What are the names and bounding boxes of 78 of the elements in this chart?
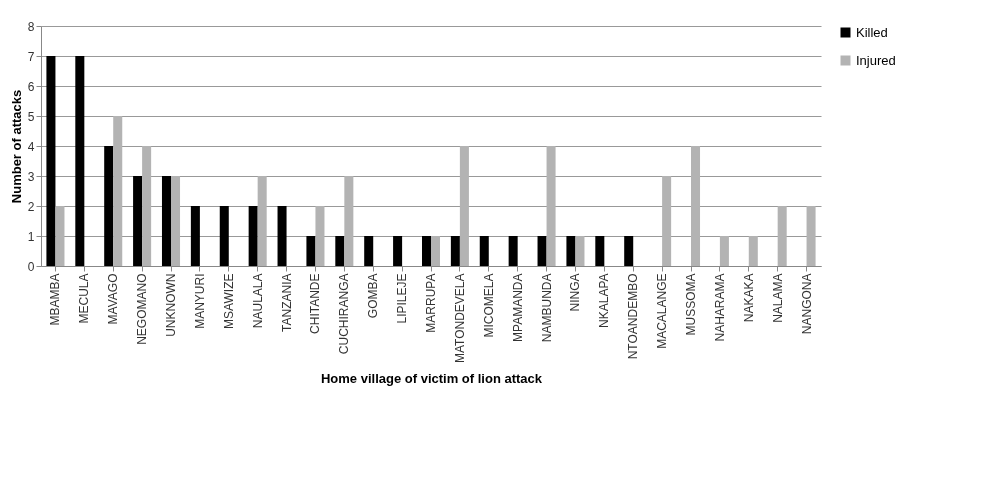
y-tick-label: 3	[27, 169, 35, 184]
bar	[450, 236, 460, 266]
legend-label: Killed	[856, 24, 888, 40]
bar	[575, 236, 585, 266]
y-tick-label: 8	[27, 19, 35, 34]
x-tick-label: UNKNOWN	[164, 273, 178, 337]
bar	[133, 176, 143, 266]
x-tick-label: GOMBA	[366, 273, 381, 319]
y-tick-label: 6	[27, 79, 35, 94]
bar	[691, 146, 701, 266]
x-tick-label: CHITANDE	[308, 273, 323, 334]
x-tick-label: LIPILEJE	[395, 273, 410, 324]
bar	[142, 146, 152, 266]
x-tick-label: NKALAPA	[597, 273, 612, 328]
bar	[219, 206, 229, 266]
y-tick-label: 7	[27, 49, 35, 64]
x-tick-label: NINGA	[568, 273, 583, 312]
x-tick-label: NAKAKA	[741, 273, 756, 323]
bar	[421, 236, 431, 266]
x-tick-label: NTOANDEMBO	[626, 273, 641, 360]
x-tick-label: NAHARAMA	[712, 273, 727, 342]
bar	[277, 206, 287, 266]
x-tick-label: NEGOMANO	[135, 273, 150, 345]
bar	[113, 116, 123, 266]
x-tick-label: MACALANGE	[655, 273, 670, 349]
y-tick-label: 1	[27, 229, 35, 244]
bar	[719, 236, 729, 266]
x-tick-label: MPAMANDA	[510, 273, 525, 342]
x-tick-label: NAMBUNDA	[539, 273, 554, 343]
bar	[306, 236, 316, 266]
y-tick-label: 2	[27, 199, 35, 214]
bar	[46, 56, 56, 266]
bar	[508, 236, 518, 266]
bar	[566, 236, 576, 266]
x-tick-label: NANGONA	[799, 273, 814, 335]
bar	[806, 206, 816, 266]
x-tick-label: MAVAGO	[106, 273, 121, 325]
bar	[364, 236, 374, 266]
bar	[546, 146, 556, 266]
x-tick-label: MANYURI	[192, 273, 207, 329]
bar	[248, 206, 258, 266]
x-tick-label: CUCHIRANGA	[337, 273, 352, 355]
x-tick-label: MICOMELA	[481, 273, 496, 338]
y-axis-title: Number of attacks	[8, 89, 24, 204]
x-tick-label: NALAMA	[770, 273, 785, 323]
bar	[315, 206, 325, 266]
bar	[748, 236, 758, 266]
bar	[624, 236, 634, 266]
y-tick-label: 0	[27, 259, 35, 274]
x-tick-label: MUSSOMA	[684, 273, 698, 336]
x-tick-label: MATONDEVELA	[452, 273, 467, 364]
x-tick-label: NAULALA	[250, 273, 265, 329]
bar	[55, 206, 65, 266]
x-tick-label: MARRUPA	[424, 273, 438, 333]
x-tick-label: TANZANIA	[279, 273, 294, 332]
x-tick-label: MBAMBA	[48, 273, 63, 326]
legend-label: Injured	[856, 52, 896, 68]
y-tick-label: 5	[27, 109, 35, 124]
bar	[459, 146, 469, 266]
bar	[75, 56, 85, 266]
bar	[431, 236, 441, 266]
bar	[104, 146, 114, 266]
bar	[537, 236, 547, 266]
x-tick-label: MECULA	[77, 273, 92, 324]
bar	[777, 206, 787, 266]
bar	[171, 176, 181, 266]
bar	[595, 236, 605, 266]
bar	[161, 176, 171, 266]
bar	[335, 236, 345, 266]
bar	[479, 236, 489, 266]
bar	[257, 176, 267, 266]
bar	[662, 176, 672, 266]
bar	[344, 176, 354, 266]
y-tick-label: 4	[27, 139, 35, 154]
x-tick-label: MSAWIZE	[221, 273, 236, 330]
bar	[393, 236, 403, 266]
x-axis-title: Home village of victim of lion attack	[320, 371, 543, 387]
bar	[190, 206, 200, 266]
